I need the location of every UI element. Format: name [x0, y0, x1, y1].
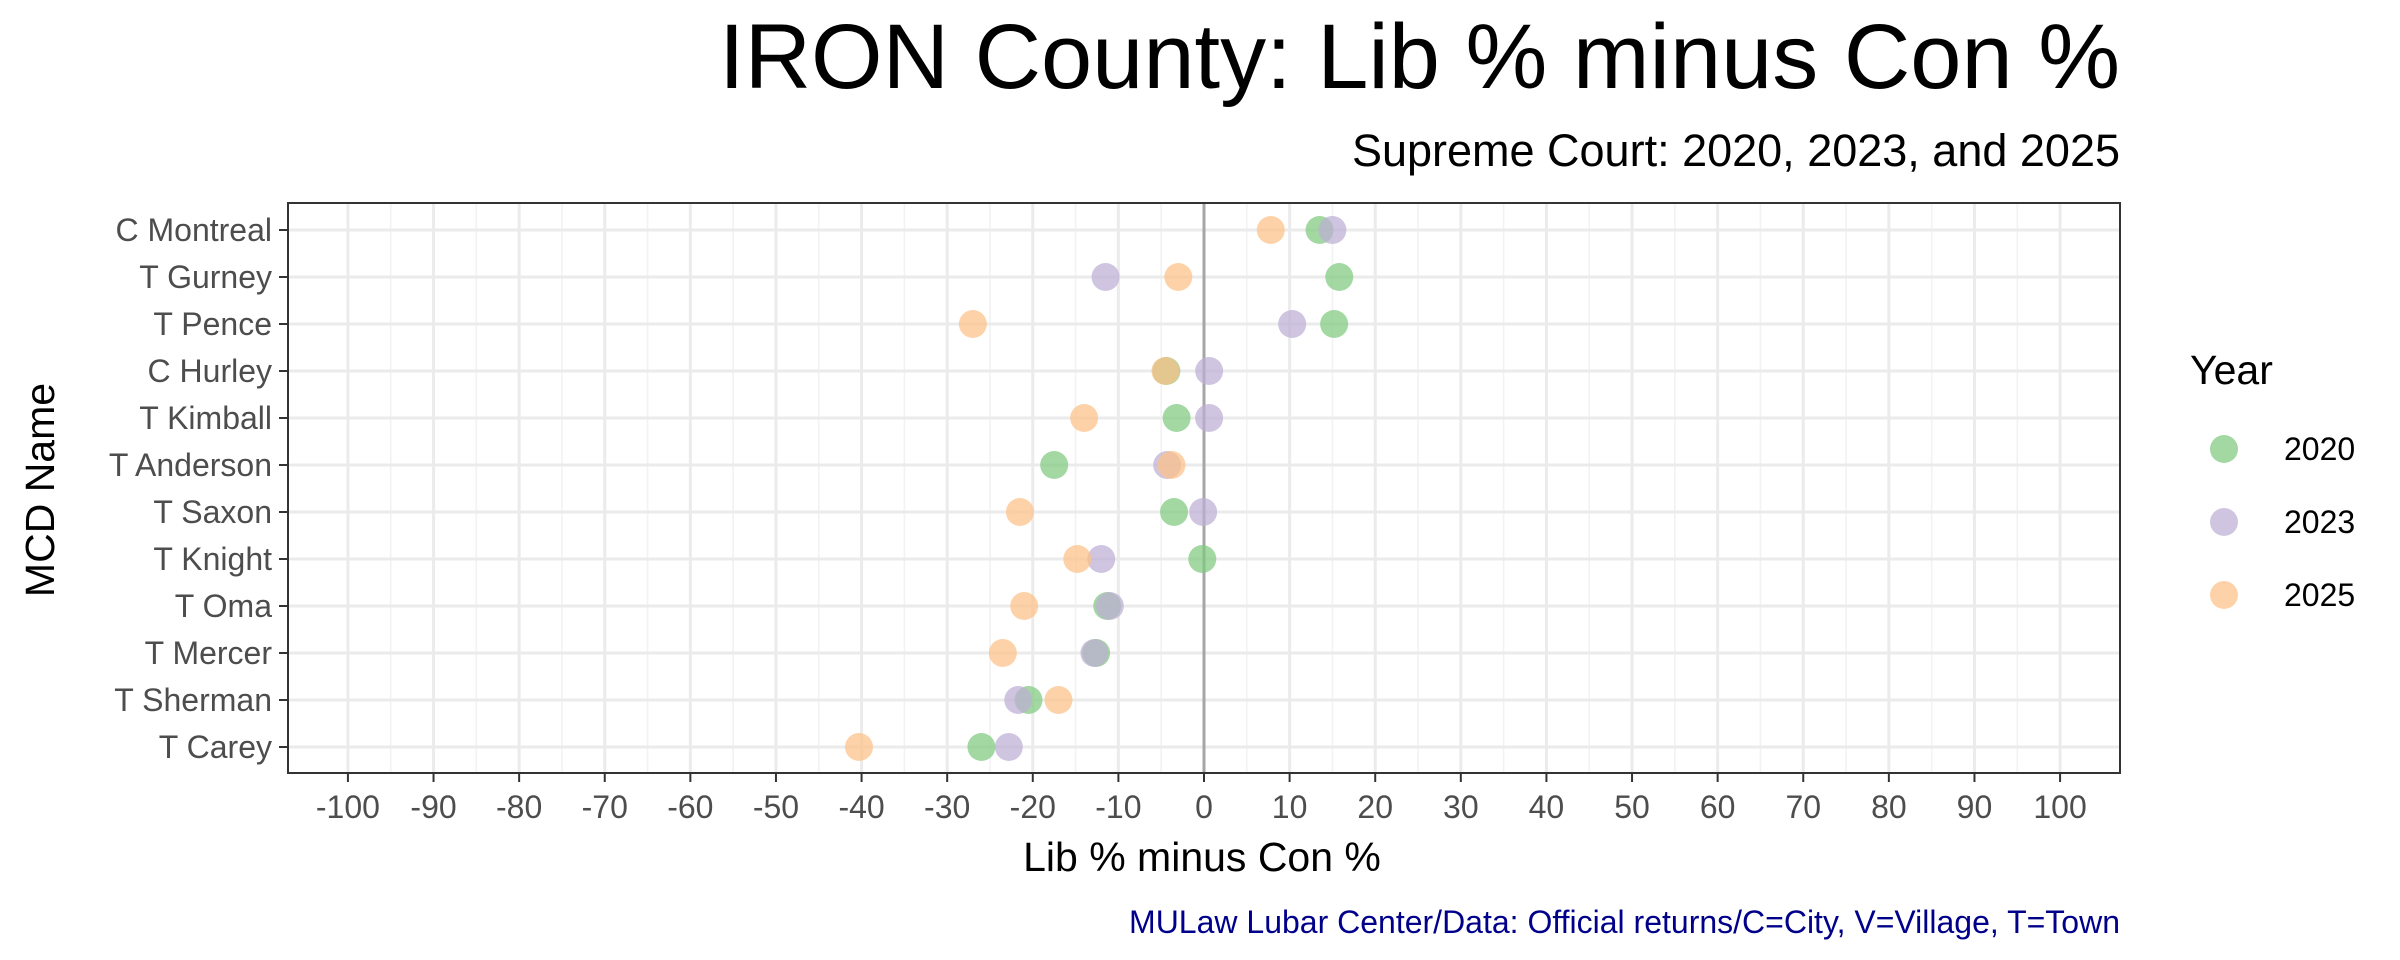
category-label: T Saxon — [153, 494, 272, 530]
point-2025 — [1151, 357, 1180, 385]
point-2025 — [988, 639, 1017, 667]
x-tick-label: -70 — [582, 789, 628, 825]
point-2023 — [1004, 686, 1033, 714]
x-tick-label: 20 — [1357, 789, 1393, 825]
legend-key-2023 — [2210, 508, 2238, 536]
legend-key-2020 — [2210, 435, 2238, 463]
point-2025 — [1010, 592, 1039, 620]
y-axis-title: MCD Name — [17, 383, 63, 597]
point-2025 — [1070, 404, 1099, 432]
point-2025 — [845, 733, 874, 761]
chart-subtitle: Supreme Court: 2020, 2023, and 2025 — [1352, 125, 2120, 176]
x-tick-label: -80 — [496, 789, 542, 825]
x-tick-label: 60 — [1700, 789, 1736, 825]
point-2020 — [1320, 310, 1349, 338]
x-tick-label: 80 — [1871, 789, 1907, 825]
category-label: T Sherman — [114, 682, 272, 718]
point-2020 — [1162, 404, 1191, 432]
point-2020 — [967, 733, 996, 761]
category-label: T Knight — [153, 541, 272, 577]
category-label: T Anderson — [109, 447, 272, 483]
x-tick-label: 90 — [1957, 789, 1993, 825]
category-label: T Pence — [153, 306, 272, 342]
legend-title: Year — [2190, 347, 2273, 393]
legend-label-2023: 2023 — [2284, 504, 2355, 540]
caption: MULaw Lubar Center/Data: Official return… — [1129, 904, 2120, 940]
legend-label-2025: 2025 — [2284, 577, 2355, 613]
category-label: C Montreal — [116, 212, 273, 248]
point-2020 — [1160, 498, 1189, 526]
plot-area: -100 -90 -80 -70 -60 -50 -40 -30 -20 -10 0 10 20 30 40… — [109, 202, 2121, 825]
point-2020 — [1188, 545, 1217, 573]
category-label: T Carey — [159, 729, 272, 765]
x-tick-label: -90 — [410, 789, 456, 825]
x-tick-label: 0 — [1195, 789, 1213, 825]
point-2023 — [1095, 592, 1124, 620]
x-tick-label: 40 — [1529, 789, 1565, 825]
point-2025 — [1164, 263, 1193, 291]
point-2023 — [1195, 357, 1224, 385]
x-tick-label: -100 — [316, 789, 380, 825]
point-2025 — [1044, 686, 1073, 714]
point-2023 — [994, 733, 1023, 761]
x-tick-label: -50 — [753, 789, 799, 825]
legend-key-2025 — [2210, 581, 2238, 609]
x-tick-label: -40 — [838, 789, 884, 825]
x-tick-label: -60 — [667, 789, 713, 825]
point-2023 — [1278, 310, 1307, 338]
point-2025 — [1157, 451, 1186, 479]
legend: Year 2020 2023 2025 — [2190, 347, 2355, 613]
category-label: T Mercer — [145, 635, 273, 671]
chart-title: IRON County: Lib % minus Con % — [719, 6, 2120, 108]
point-2023 — [1091, 263, 1120, 291]
x-tick-label: 30 — [1443, 789, 1479, 825]
x-tick-label: -30 — [924, 789, 970, 825]
category-label: T Kimball — [139, 400, 272, 436]
x-tick-label: -20 — [1010, 789, 1056, 825]
x-tick-label: 100 — [2033, 789, 2086, 825]
x-tick-label: 50 — [1614, 789, 1650, 825]
point-2025 — [1063, 545, 1092, 573]
category-label: C Hurley — [148, 353, 272, 389]
point-2023 — [1087, 545, 1116, 573]
point-2020 — [1325, 263, 1354, 291]
point-2023 — [1318, 216, 1347, 244]
point-2023 — [1189, 498, 1218, 526]
category-label: T Oma — [175, 588, 272, 624]
x-tick-label: 10 — [1272, 789, 1308, 825]
point-2020 — [1040, 451, 1069, 479]
point-2025 — [1256, 216, 1285, 244]
point-2023 — [1195, 404, 1224, 432]
point-2025 — [1005, 498, 1034, 526]
legend-label-2020: 2020 — [2284, 431, 2355, 467]
x-axis-title: Lib % minus Con % — [1023, 834, 1381, 880]
point-2025 — [958, 310, 987, 338]
category-label: T Gurney — [139, 259, 272, 295]
x-tick-label: 70 — [1785, 789, 1821, 825]
x-tick-label: -10 — [1095, 789, 1141, 825]
point-2023 — [1080, 639, 1109, 667]
